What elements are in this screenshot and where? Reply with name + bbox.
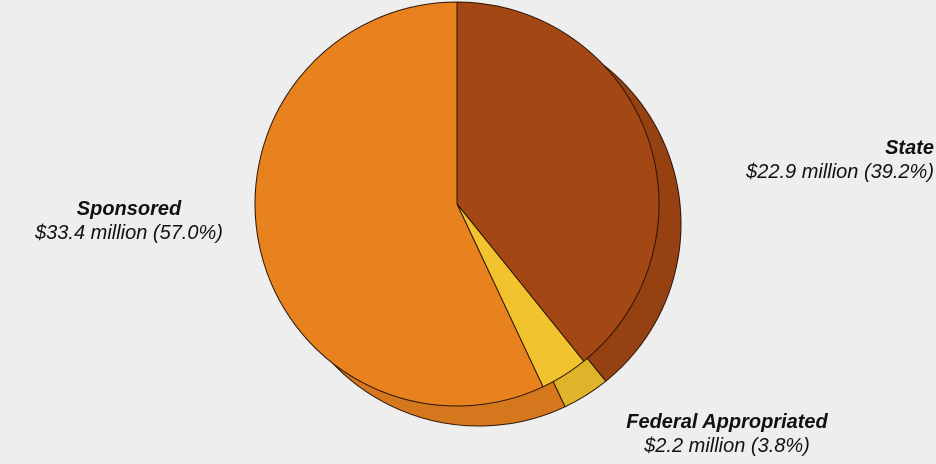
slice-label-state: State $22.9 million (39.2%) (698, 136, 934, 184)
slice-label-sponsored-name: Sponsored (76, 198, 182, 220)
pie-slice-sponsored (254, 1, 544, 407)
slice-label-state-name: State (885, 137, 934, 159)
pie-slices (254, 1, 660, 407)
slice-label-federal-appropriated-value: $2.2 million (3.8%) (644, 435, 810, 457)
slice-label-federal-appropriated-name: Federal Appropriated (626, 411, 828, 433)
slice-label-state-value: $22.9 million (39.2%) (746, 161, 934, 183)
slice-label-sponsored: Sponsored $33.4 million (57.0%) (4, 197, 254, 245)
slice-label-sponsored-value: $33.4 million (57.0%) (35, 222, 223, 244)
slice-label-federal-appropriated: Federal Appropriated $2.2 million (3.8%) (592, 410, 862, 458)
pie-slice-state (456, 1, 660, 362)
